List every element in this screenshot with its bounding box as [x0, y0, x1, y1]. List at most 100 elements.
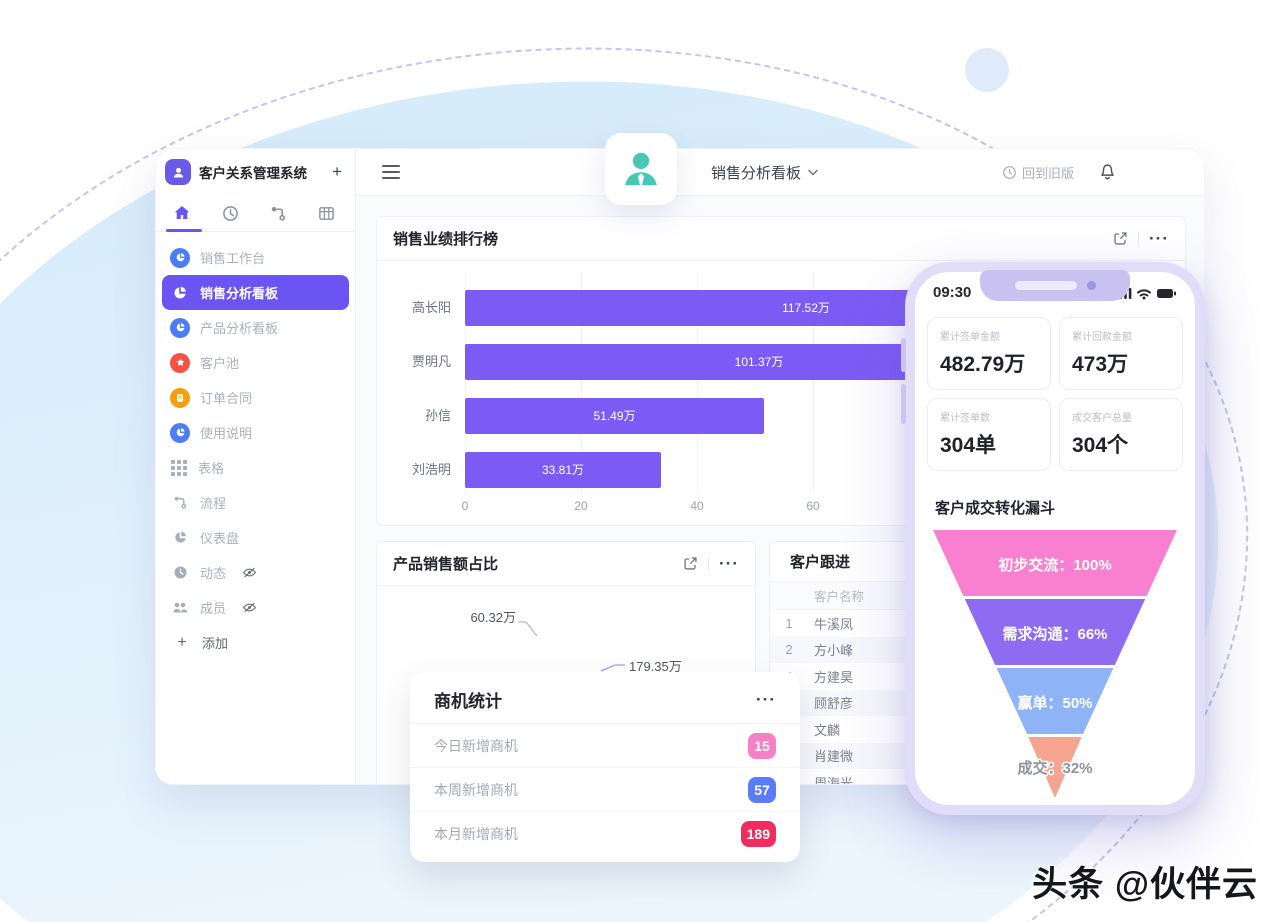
sidebar-item-label: 仪表盘 — [200, 531, 240, 546]
sidebar-item-order-contract[interactable]: 订单合同 — [162, 380, 349, 415]
status-time: 09:30 — [933, 284, 972, 301]
sidebar-item-label: 销售工作台 — [200, 251, 266, 266]
sidebar-add-item[interactable]: + 添加 — [162, 625, 349, 660]
sidebar-brand: 客户关系管理系统 + — [156, 149, 355, 195]
sidebar-item-tables[interactable]: 表格 — [162, 450, 349, 485]
slice-label: 179.35万 — [629, 659, 682, 674]
page-title-dropdown[interactable]: 销售分析看板 — [711, 149, 818, 196]
more-options-icon[interactable]: ··· — [1149, 228, 1169, 248]
stat-row: 本周新增商机 57 — [410, 768, 800, 812]
sidebar-item-sales-workbench[interactable]: 销售工作台 — [162, 240, 349, 275]
back-to-old-version-button[interactable]: 回到旧版 — [1002, 149, 1074, 196]
sidebar-item-sales-dashboard[interactable]: 销售分析看板 — [162, 275, 349, 310]
phone-speaker — [1014, 281, 1077, 290]
card-title: 产品销售额占比 — [393, 556, 499, 573]
x-axis-tick: 0 — [461, 499, 469, 513]
sidebar-item-user-guide[interactable]: 使用说明 — [162, 415, 349, 450]
user-avatar-card — [605, 133, 677, 205]
bar: 51.49万 — [465, 398, 764, 434]
pie-chart-icon — [170, 422, 190, 443]
add-app-plus-icon[interactable]: + — [332, 162, 342, 181]
sidebar-item-label: 动态 — [200, 566, 227, 581]
sidebar-item-label: 客户池 — [200, 356, 240, 371]
sidebar-item-dashboards[interactable]: 仪表盘 — [162, 520, 349, 555]
phone-stats-grid: 累计签单金额 482.79万 累计回款金额 473万 累计签单数 304单 成交… — [927, 317, 1183, 471]
funnel-stage-label: 成交：32% — [1017, 759, 1092, 777]
sidebar-item-members[interactable]: 成员 — [162, 590, 349, 625]
opportunity-stats-card: 商机统计 ··· 今日新增商机 15 本周新增商机 57 本月新增商机 189 — [410, 672, 800, 862]
x-axis-tick: 20 — [574, 499, 588, 513]
customer-name: 顾舒彦 — [814, 696, 854, 712]
count-badge: 57 — [748, 776, 776, 803]
sidebar-item-product-dashboard[interactable]: 产品分析看板 — [162, 310, 349, 345]
circle-decoration — [965, 48, 1009, 92]
count-badge: 15 — [748, 732, 776, 759]
stat-card: 累计回款金额 473万 — [1059, 317, 1183, 390]
pie-chart-icon — [170, 283, 190, 303]
name-column-header: 客户名称 — [814, 590, 865, 604]
clock-icon — [170, 565, 190, 580]
divider — [708, 556, 710, 571]
sidebar-item-flows[interactable]: 流程 — [162, 485, 349, 520]
external-link-icon[interactable] — [1113, 231, 1128, 246]
hamburger-menu-icon[interactable] — [382, 165, 400, 179]
pie-chart-icon — [170, 247, 190, 268]
more-options-icon[interactable]: ··· — [756, 689, 776, 709]
customer-name: 方小峰 — [814, 643, 854, 659]
tab-home[interactable] — [172, 203, 192, 223]
eye-off-icon[interactable] — [242, 600, 257, 615]
stat-value: 304单 — [940, 434, 997, 457]
funnel-chart: 初步交流：100% 需求沟通：66% 赢单：50% 成交：32% — [933, 530, 1177, 798]
workflow-icon — [271, 206, 285, 221]
phone-mockup: 09:30 累计签单金额 482.79万 累计回款金额 473万 累计签单数 3… — [901, 262, 1205, 815]
stat-label: 累计签单金额 — [940, 332, 1000, 343]
tab-activity[interactable] — [220, 203, 240, 223]
sidebar-item-label: 表格 — [198, 461, 225, 476]
back-to-old-label: 回到旧版 — [1021, 166, 1074, 181]
sidebar-item-label: 订单合同 — [200, 391, 253, 406]
sidebar-item-label: 流程 — [200, 496, 227, 511]
tab-table[interactable] — [316, 203, 336, 223]
workflow-icon — [170, 495, 190, 510]
customer-name: 文麟 — [814, 722, 841, 738]
funnel-stage-label: 需求沟通：66% — [1002, 625, 1107, 643]
chevron-down-icon — [808, 169, 818, 176]
card-header: 销售业绩排行榜 ··· — [377, 217, 1185, 261]
star-icon — [170, 352, 190, 373]
home-icon — [174, 206, 190, 219]
sidebar-item-activity[interactable]: 动态 — [162, 555, 349, 590]
topbar: 销售分析看板 回到旧版 — [356, 149, 1204, 196]
stat-label: 今日新增商机 — [434, 737, 518, 754]
table-row[interactable]: 1 牛溪凤 — [770, 610, 1185, 637]
stat-label: 累计签单数 — [940, 413, 990, 424]
card-title: 客户跟进 — [790, 554, 851, 571]
active-tab-underline — [166, 229, 202, 232]
sidebar-item-customer-pool[interactable]: 客户池 — [162, 345, 349, 380]
clock-icon — [222, 205, 238, 221]
slice-label: 60.32万 — [470, 610, 516, 625]
card-title: 销售业绩排行榜 — [393, 231, 499, 248]
people-icon — [170, 600, 190, 616]
external-link-icon[interactable] — [683, 556, 698, 571]
card-header: 商机统计 ··· — [410, 672, 800, 724]
app-logo-avatar — [165, 159, 191, 185]
eye-off-icon[interactable] — [242, 565, 257, 580]
funnel-stage-label: 初步交流：100% — [998, 556, 1111, 574]
customer-name: 方建昊 — [814, 669, 854, 685]
add-label: 添加 — [202, 636, 229, 651]
phone-notch — [980, 270, 1130, 301]
x-axis-tick: 40 — [690, 499, 704, 513]
sidebar-menu: 销售工作台 销售分析看板 产品分析看板 客户池 订单合同 — [156, 232, 355, 660]
stat-card: 成交客户总量 304个 — [1059, 398, 1183, 471]
bar-category-label: 刘浩明 — [411, 462, 451, 477]
notification-bell-icon[interactable] — [1099, 163, 1116, 186]
stat-label: 本周新增商机 — [434, 781, 518, 798]
stat-value: 482.79万 — [940, 353, 1026, 376]
tab-workflow[interactable] — [268, 203, 288, 223]
history-icon — [1003, 166, 1016, 179]
row-index: 2 — [785, 642, 793, 658]
more-options-icon[interactable]: ··· — [719, 553, 739, 573]
app-title: 客户关系管理系统 — [199, 166, 307, 181]
bar-category-label: 贾明凡 — [411, 354, 451, 369]
